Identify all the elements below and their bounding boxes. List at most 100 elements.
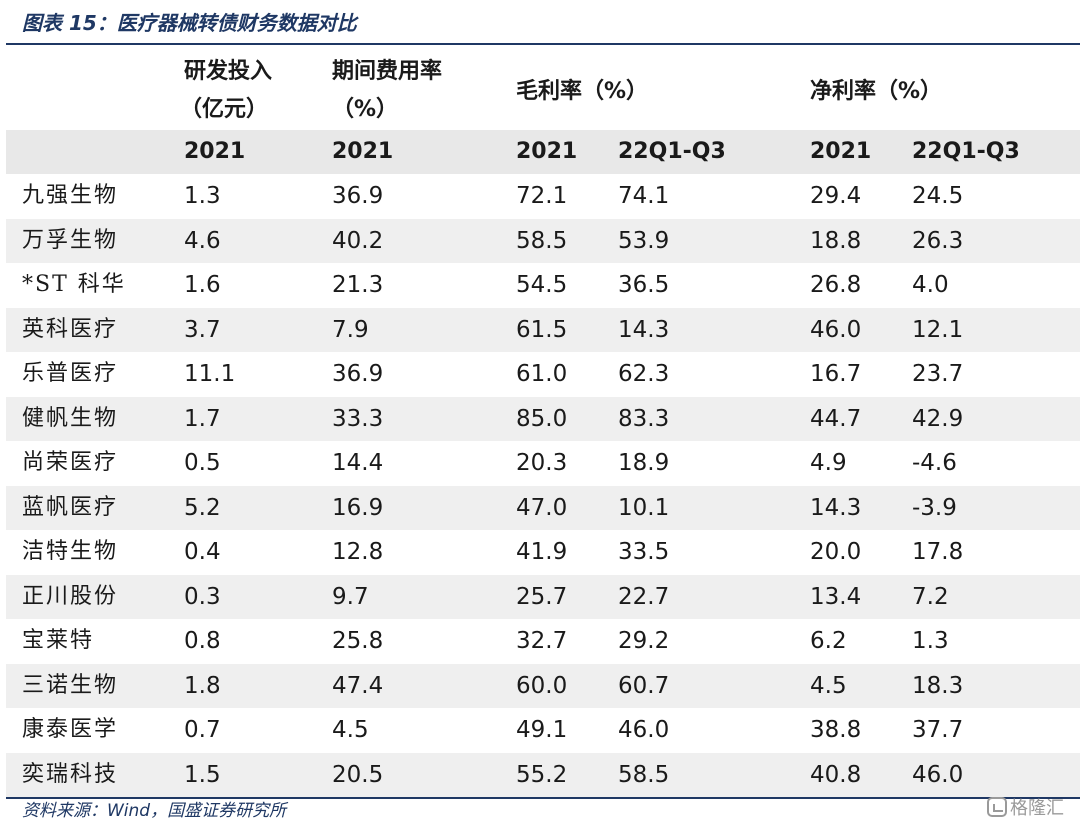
net-margin-2021-cell: 18.8 (810, 227, 862, 254)
expense-ratio-cell: 14.4 (332, 450, 384, 476)
net-margin-2021-cell: 44.7 (810, 405, 862, 432)
rd-investment-cell: 3.7 (184, 316, 221, 343)
gross-margin-22q1q3-cell: 18.9 (618, 450, 670, 476)
company-name: 奕瑞科技 (22, 761, 119, 787)
net-margin-2021-cell: 4.9 (810, 450, 847, 476)
subheader-period: 22Q1-Q3 (618, 139, 726, 164)
gross-margin-2021-cell: 47.0 (516, 494, 568, 521)
rd-investment-cell: 0.4 (184, 539, 221, 565)
net-margin-2021-cell: 20.0 (810, 539, 862, 565)
gross-margin-2021-cell: 49.1 (516, 717, 568, 743)
company-name: 万孚生物 (22, 227, 119, 253)
gross-margin-2021-cell: 85.0 (516, 405, 568, 432)
expense-ratio-cell: 47.4 (332, 672, 384, 699)
gross-margin-22q1q3-cell: 33.5 (618, 539, 670, 565)
net-margin-22q1q3-cell: 1.3 (912, 628, 949, 654)
rd-investment-cell: 1.7 (184, 405, 221, 432)
rd-investment-cell: 0.3 (184, 583, 221, 610)
gross-margin-2021-cell: 54.5 (516, 272, 568, 298)
subheader-year: 2021 (810, 139, 872, 164)
company-name: 尚荣医疗 (22, 450, 119, 475)
gross-margin-2021-cell: 25.7 (516, 583, 568, 610)
gross-margin-22q1q3-cell: 46.0 (618, 717, 670, 743)
subheader-period: 22Q1-Q3 (912, 139, 1020, 164)
gross-margin-22q1q3-cell: 83.3 (618, 405, 670, 432)
net-margin-22q1q3-cell: -4.6 (912, 450, 957, 476)
net-margin-22q1q3-cell: 18.3 (912, 672, 964, 699)
figure-title: 图表 15：医疗器械转债财务数据对比 (22, 11, 357, 35)
gross-margin-2021-cell: 60.0 (516, 672, 568, 699)
gross-margin-2021-cell: 55.2 (516, 761, 568, 788)
net-margin-22q1q3-cell: 23.7 (912, 361, 964, 387)
net-margin-22q1q3-cell: -3.9 (912, 494, 957, 521)
header-net-margin: 净利率（%） (810, 79, 943, 104)
net-margin-22q1q3-cell: 37.7 (912, 717, 964, 743)
company-name: 蓝帆医疗 (22, 494, 119, 520)
company-name: 健帆生物 (22, 405, 119, 431)
table-row: 奕瑞科技 1.5 20.5 55.2 58.5 40.8 46.0 (6, 752, 1080, 797)
expense-ratio-cell: 33.3 (332, 405, 384, 432)
rd-investment-cell: 5.2 (184, 494, 221, 521)
watermark-text: 格隆汇 (1010, 798, 1064, 819)
gross-margin-22q1q3-cell: 36.5 (618, 272, 670, 298)
net-margin-22q1q3-cell: 24.5 (912, 183, 964, 209)
expense-ratio-cell: 20.5 (332, 761, 384, 788)
company-name: 三诺生物 (22, 672, 119, 698)
subheader-year: 2021 (516, 139, 578, 164)
expense-ratio-cell: 12.8 (332, 539, 384, 565)
table-row: *ST 科华 1.6 21.3 54.5 36.5 26.8 4.0 (6, 263, 1080, 308)
table-row: 蓝帆医疗 5.2 16.9 47.0 10.1 14.3 -3.9 (6, 485, 1080, 530)
gross-margin-22q1q3-cell: 29.2 (618, 628, 670, 654)
expense-ratio-cell: 25.8 (332, 628, 384, 654)
gross-margin-2021-cell: 61.0 (516, 361, 568, 387)
gross-margin-2021-cell: 61.5 (516, 316, 568, 343)
watermark-logo-icon (987, 797, 1007, 817)
table-row: 正川股份 0.3 9.7 25.7 22.7 13.4 7.2 (6, 574, 1080, 619)
gross-margin-2021-cell: 58.5 (516, 227, 568, 254)
table-body: 九强生物 1.3 36.9 72.1 74.1 29.4 24.5 万孚生物 4.6 40.2 58… (6, 174, 1080, 797)
gross-margin-2021-cell: 32.7 (516, 628, 568, 654)
watermark: 格隆汇 (987, 796, 1064, 822)
rd-investment-cell: 0.7 (184, 717, 221, 743)
gross-margin-22q1q3-cell: 74.1 (618, 183, 670, 209)
expense-ratio-cell: 4.5 (332, 717, 369, 743)
expense-ratio-cell: 36.9 (332, 361, 384, 387)
subheader-year: 2021 (332, 139, 394, 164)
table-row: 英科医疗 3.7 7.9 61.5 14.3 46.0 12.1 (6, 307, 1080, 352)
header-expense-line2: （%） (332, 97, 399, 122)
expense-ratio-cell: 9.7 (332, 583, 369, 610)
net-margin-22q1q3-cell: 26.3 (912, 227, 964, 254)
expense-ratio-cell: 21.3 (332, 272, 384, 298)
table-subheader: 2021 2021 2021 22Q1-Q3 2021 22Q1-Q3 (6, 130, 1080, 174)
table-row: 三诺生物 1.8 47.4 60.0 60.7 4.5 18.3 (6, 663, 1080, 708)
net-margin-2021-cell: 14.3 (810, 494, 862, 521)
gross-margin-22q1q3-cell: 53.9 (618, 227, 670, 254)
gross-margin-22q1q3-cell: 22.7 (618, 583, 670, 610)
net-margin-2021-cell: 16.7 (810, 361, 862, 387)
rd-investment-cell: 1.5 (184, 761, 221, 788)
header-expense-line1: 期间费用率 (332, 59, 443, 84)
bottom-rule (6, 797, 1080, 799)
company-name: *ST 科华 (22, 272, 126, 297)
table-row: 九强生物 1.3 36.9 72.1 74.1 29.4 24.5 (6, 174, 1080, 219)
rd-investment-cell: 1.3 (184, 183, 221, 209)
rd-investment-cell: 1.8 (184, 672, 221, 699)
company-name: 九强生物 (22, 183, 119, 208)
net-margin-2021-cell: 4.5 (810, 672, 847, 699)
net-margin-2021-cell: 29.4 (810, 183, 862, 209)
net-margin-22q1q3-cell: 4.0 (912, 272, 949, 298)
table-row: 万孚生物 4.6 40.2 58.5 53.9 18.8 26.3 (6, 218, 1080, 263)
gross-margin-22q1q3-cell: 60.7 (618, 672, 670, 699)
header-rd-line2: （亿元） (180, 97, 269, 122)
rd-investment-cell: 4.6 (184, 227, 221, 254)
gross-margin-2021-cell: 20.3 (516, 450, 568, 476)
table-row: 健帆生物 1.7 33.3 85.0 83.3 44.7 42.9 (6, 396, 1080, 441)
net-margin-22q1q3-cell: 42.9 (912, 405, 964, 432)
company-name: 英科医疗 (22, 316, 119, 342)
gross-margin-22q1q3-cell: 62.3 (618, 361, 670, 387)
company-name: 宝莱特 (22, 628, 95, 653)
net-margin-22q1q3-cell: 12.1 (912, 316, 964, 343)
table-row: 洁特生物 0.4 12.8 41.9 33.5 20.0 17.8 (6, 530, 1080, 575)
gross-margin-22q1q3-cell: 10.1 (618, 494, 670, 521)
expense-ratio-cell: 16.9 (332, 494, 384, 521)
